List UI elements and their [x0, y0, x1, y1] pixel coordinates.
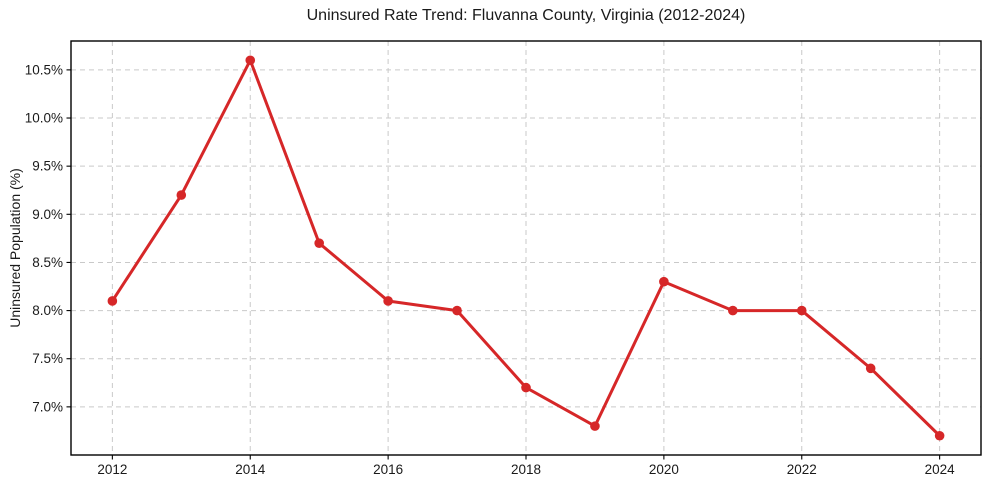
y-tick-label: 7.5% [32, 351, 63, 366]
data-point [452, 305, 462, 316]
data-point [865, 363, 876, 374]
y-tick-labels: 7.0% 7.5% 8.0% 8.5% 9.0% 9.5% 10.0% 10.5% [25, 62, 63, 414]
tick-marks [66, 69, 941, 460]
data-point [659, 276, 669, 287]
y-tick-label: 10.0% [25, 111, 63, 126]
data-point [107, 296, 118, 306]
chart-title: Uninsured Rate Trend: Fluvanna County, V… [306, 7, 746, 24]
x-tick-label: 2016 [373, 462, 403, 477]
data-point [590, 421, 600, 431]
data-point [314, 238, 324, 248]
data-point [245, 55, 256, 66]
x-tick-labels: 2012 2014 2016 2018 2020 2022 2024 [97, 462, 955, 477]
data-point [934, 430, 945, 441]
y-tick-label: 7.0% [32, 399, 63, 414]
y-tick-label: 9.5% [32, 159, 63, 174]
x-tick-label: 2012 [97, 462, 127, 477]
y-tick-label: 8.5% [32, 255, 63, 270]
x-tick-label: 2014 [235, 462, 266, 477]
gridlines [71, 41, 981, 455]
data-point [383, 296, 393, 306]
y-tick-label: 8.0% [32, 303, 63, 318]
data-point [728, 305, 738, 316]
data-point [796, 305, 807, 316]
x-tick-label: 2018 [511, 462, 541, 477]
y-tick-label: 10.5% [25, 62, 63, 77]
x-tick-label: 2020 [649, 462, 679, 477]
x-tick-label: 2024 [925, 462, 956, 477]
data-point [521, 382, 531, 393]
x-tick-label: 2022 [787, 462, 817, 477]
y-tick-label: 9.0% [32, 207, 63, 222]
data-markers [107, 55, 945, 441]
data-point [176, 190, 187, 200]
